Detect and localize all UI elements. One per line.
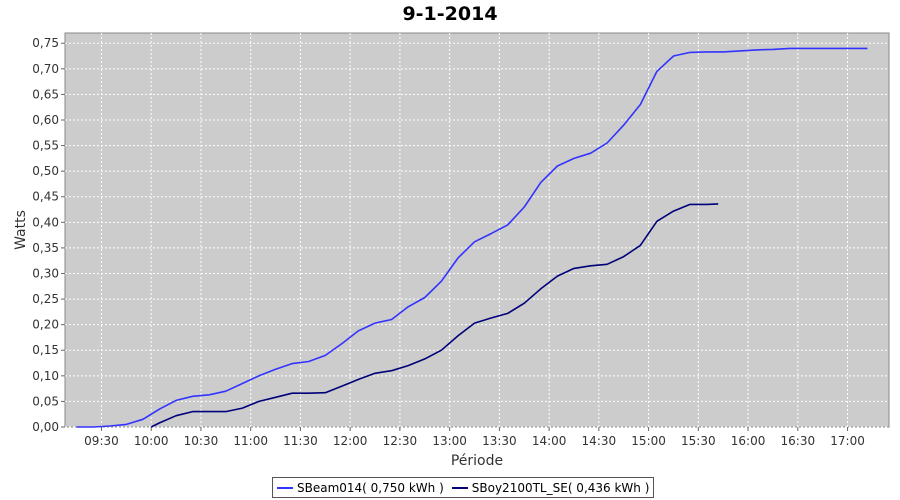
x-tick-label: 14:00: [532, 434, 567, 448]
x-tick-label: 10:30: [184, 434, 219, 448]
legend-item: SBeam014( 0,750 kWh ): [277, 481, 444, 495]
legend-label: SBoy2100TL_SE( 0,436 kWh ): [471, 480, 650, 495]
legend-swatch: [451, 486, 468, 489]
legend: SBeam014( 0,750 kWh ) SBoy2100TL_SE( 0,4…: [272, 477, 655, 498]
x-tick-label: 13:00: [432, 434, 467, 448]
y-tick-label: 0,35: [32, 241, 59, 255]
y-tick-label: 0,75: [32, 36, 59, 50]
y-tick-label: 0,10: [32, 369, 59, 383]
y-tick-label: 0,50: [32, 164, 59, 178]
series-group: [76, 47, 868, 428]
x-tick-label: 11:30: [283, 434, 318, 448]
x-tick-label: 17:00: [830, 434, 865, 448]
x-axis: 09:30 10:00 10:30 11:00 11:30 12:00 12:30 13:00…: [84, 427, 865, 448]
y-tick-label: 0,65: [32, 87, 59, 101]
y-axis-label: Watts: [13, 210, 29, 250]
x-axis-label: Période: [451, 453, 503, 469]
x-tick-label: 16:00: [731, 434, 766, 448]
x-tick-label: 12:30: [383, 434, 418, 448]
y-tick-label: 0,25: [32, 292, 59, 306]
legend-label: SBeam014( 0,750 kWh ): [297, 480, 444, 495]
y-axis: 0,00 0,05 0,10 0,15 0,20 0,25 0,30 0,35 0,40 0,45…: [32, 36, 65, 434]
x-tick-label: 15:30: [681, 434, 716, 448]
y-tick-label: 0,40: [32, 215, 59, 229]
x-tick-label: 16:30: [781, 434, 816, 448]
y-tick-label: 0,70: [32, 62, 59, 76]
legend-item: SBoy2100TL_SE( 0,436 kWh ): [451, 480, 650, 495]
y-tick-label: 0,05: [32, 394, 59, 408]
series-line-2: [150, 203, 719, 428]
series-line-1: [76, 47, 868, 428]
chart-svg: 0,00 0,05 0,10 0,15 0,20 0,25 0,30 0,35 0,40 0,45…: [13, 32, 890, 469]
x-tick-label: 13:30: [482, 434, 517, 448]
x-tick-label: 15:00: [631, 434, 666, 448]
x-tick-label: 09:30: [84, 434, 119, 448]
y-tick-label: 0,60: [32, 113, 59, 127]
plot-area: [64, 32, 890, 428]
y-tick-label: 0,15: [32, 343, 59, 357]
grid-lines: [65, 33, 889, 428]
y-tick-label: 0,45: [32, 190, 59, 204]
x-tick-label: 12:00: [333, 434, 368, 448]
y-tick-label: 0,55: [32, 139, 59, 153]
legend-swatch: [277, 486, 293, 489]
y-tick-label: 0,20: [32, 318, 59, 332]
x-tick-label: 14:30: [582, 434, 617, 448]
x-tick-label: 11:00: [233, 434, 268, 448]
y-tick-label: 0,00: [32, 420, 59, 434]
chart-title: 9-1-2014: [402, 3, 498, 25]
y-tick-label: 0,30: [32, 266, 59, 280]
x-tick-label: 10:00: [134, 434, 169, 448]
